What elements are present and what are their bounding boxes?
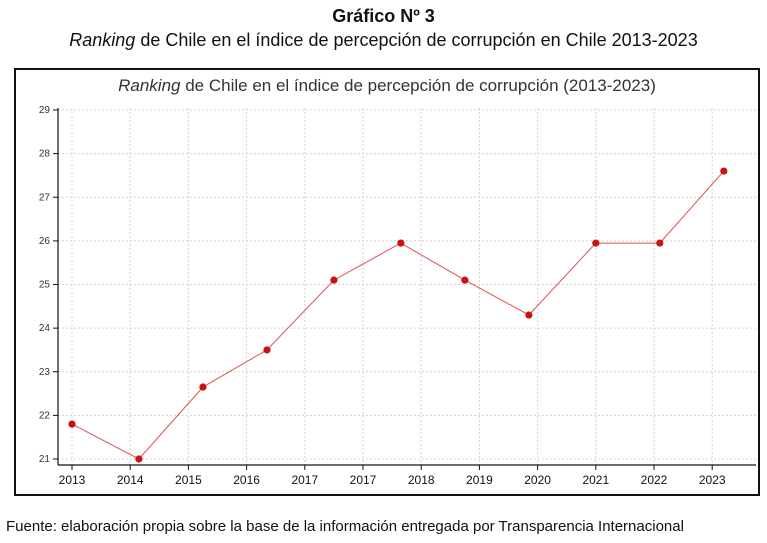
chart-frame: Ranking de Chile en el índice de percepc… bbox=[14, 68, 760, 496]
y-tick-label: 29 bbox=[39, 105, 51, 116]
source-note: Fuente: elaboración propia sobre la base… bbox=[6, 518, 684, 535]
x-tick-label: 2016 bbox=[233, 473, 260, 487]
y-tick-label: 27 bbox=[39, 192, 51, 203]
chart-title: Ranking de Chile en el índice de percepc… bbox=[16, 76, 758, 96]
y-tick-label: 21 bbox=[39, 454, 51, 465]
x-tick-label: 2022 bbox=[641, 473, 668, 487]
x-tick-label: 2019 bbox=[466, 473, 493, 487]
y-tick-label: 28 bbox=[39, 149, 51, 160]
x-tick-label: 2015 bbox=[175, 473, 202, 487]
chart-title-rest: de Chile en el índice de percepción de c… bbox=[180, 76, 656, 95]
x-tick-label: 2020 bbox=[524, 473, 551, 487]
data-point bbox=[135, 455, 143, 463]
chart-title-italic: Ranking bbox=[118, 76, 181, 95]
data-point bbox=[461, 276, 469, 284]
x-tick-label: 2023 bbox=[699, 473, 726, 487]
data-point bbox=[263, 346, 271, 354]
figure-title: Ranking de Chile en el índice de percepc… bbox=[0, 30, 767, 51]
data-point bbox=[397, 239, 405, 247]
data-point bbox=[199, 383, 207, 391]
data-point bbox=[68, 420, 76, 428]
data-point bbox=[720, 167, 728, 175]
x-tick-label: 2021 bbox=[582, 473, 609, 487]
x-tick-label: 2018 bbox=[408, 473, 435, 487]
figure-title-italic: Ranking bbox=[69, 30, 136, 50]
data-point bbox=[330, 276, 338, 284]
data-point bbox=[656, 239, 664, 247]
y-tick-label: 25 bbox=[39, 280, 51, 291]
x-tick-label: 2013 bbox=[59, 473, 86, 487]
y-tick-label: 26 bbox=[39, 236, 51, 247]
line-chart: 21 22 23 24 25 26 27 28 29 2013 2014 2015 2016 2017 20… bbox=[39, 105, 756, 487]
figure-label: Gráfico Nº 3 bbox=[332, 6, 435, 26]
y-tick-label: 23 bbox=[39, 367, 51, 378]
y-tick-label: 24 bbox=[39, 323, 51, 334]
figure-title-rest: de Chile en el índice de percepción de c… bbox=[135, 30, 698, 50]
x-tick-label: 2014 bbox=[117, 473, 144, 487]
x-tick-label: 2017 bbox=[291, 473, 318, 487]
x-tick-label: 2017 bbox=[350, 473, 377, 487]
y-tick-label: 22 bbox=[39, 410, 51, 421]
data-point bbox=[592, 239, 600, 247]
data-point bbox=[525, 311, 533, 319]
